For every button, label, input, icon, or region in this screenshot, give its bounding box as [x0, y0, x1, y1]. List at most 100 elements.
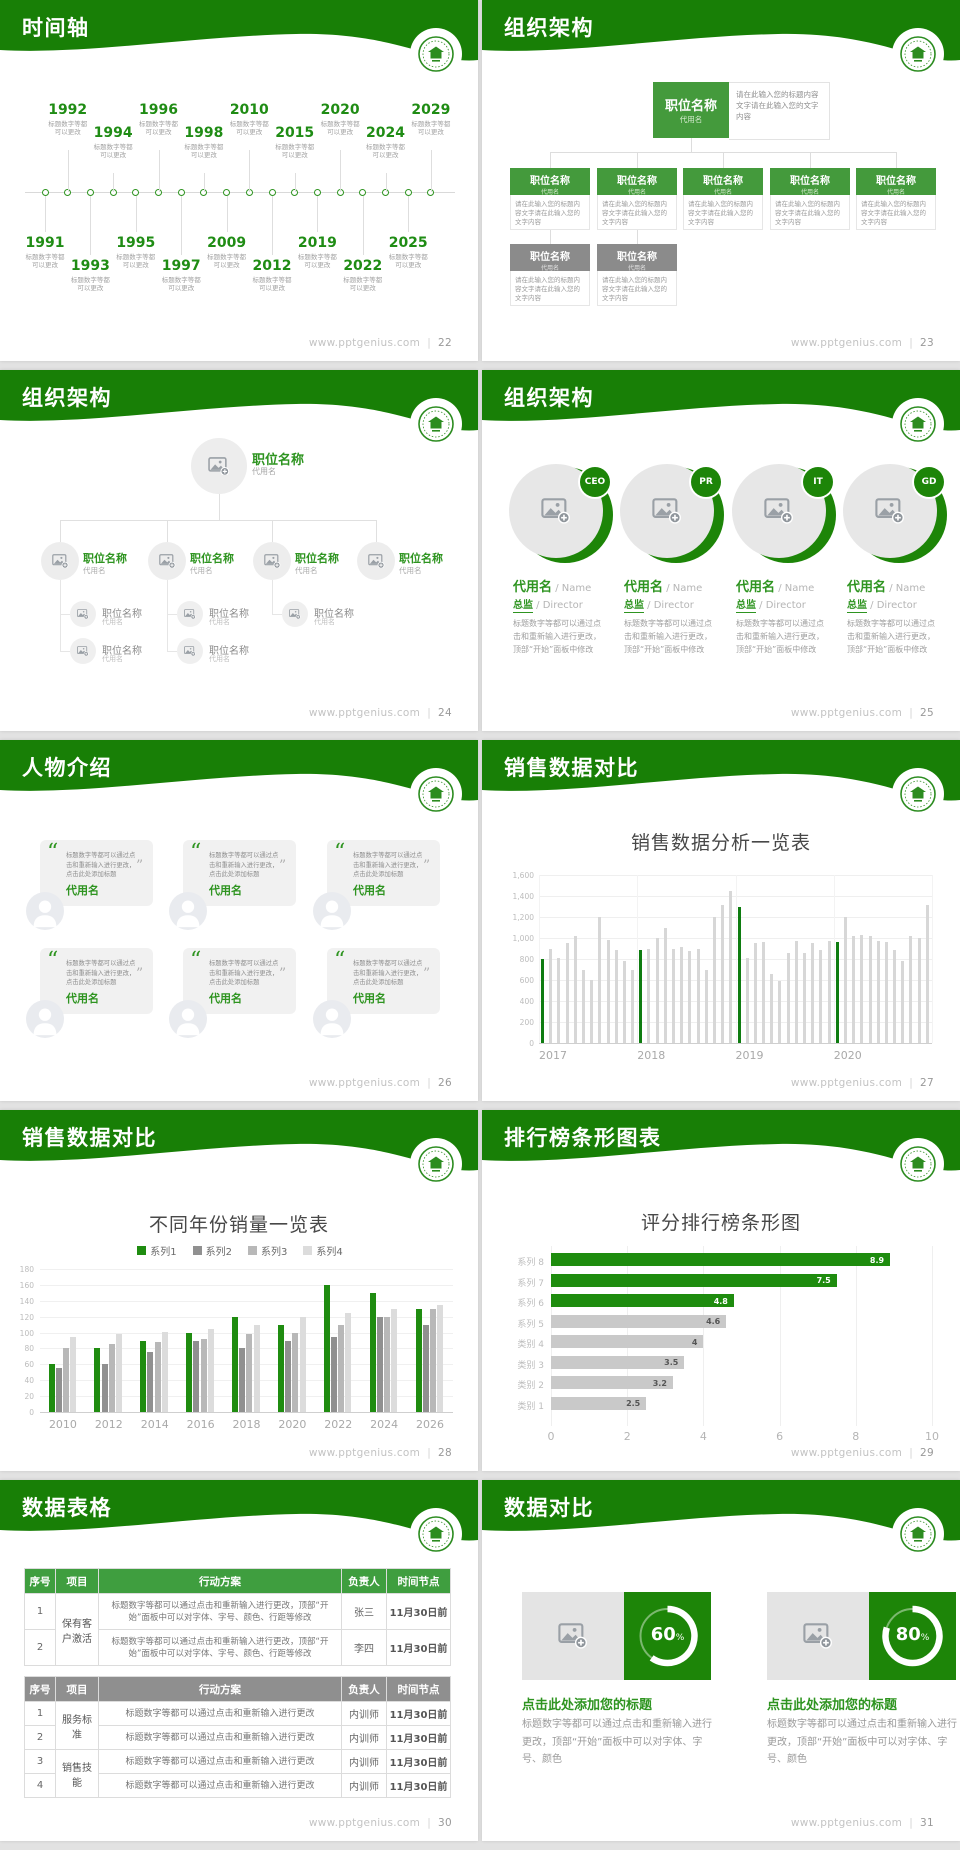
timeline-item-bottom: 2012 标题数字等都 可以更改 [241, 258, 303, 292]
slide-thumbnail-29[interactable]: 排行榜条形图表 评分排行榜条形图 0 2 4 6 8 10 系列 8 8.9 系列 7 7.5 系列 … [482, 1110, 960, 1471]
bar [737, 906, 741, 1043]
bar [581, 969, 585, 1043]
cell-project: 服务标准 [55, 1701, 99, 1750]
org-connector [167, 651, 177, 652]
cell-owner: 李四 [341, 1629, 387, 1666]
slide-thumbnail-30[interactable]: 数据表格 序号 项目 行动方案 负责人 时间节点 1 保有客户激活 标题数字等都可以通过点击和… [0, 1480, 478, 1841]
person-quote-card: “ 标题数字等都可以通过点击和重新输入进行更改，点击此处添加标题” 代用名 [327, 840, 440, 906]
slide-thumbnail-31[interactable]: 数据对比 60% 点击此处添加您的标题 标题数字等都可以通过点击和重新输入进行更改，… [482, 1480, 960, 1841]
org-grandchild-photo [177, 638, 203, 664]
slide-header: 时间轴 [0, 0, 478, 80]
image-placeholder-icon [184, 608, 196, 620]
org-grandchild-subtitle: 代用名 [102, 655, 123, 663]
footer-page-number: 26 [438, 1077, 452, 1089]
person-avatar [313, 1000, 351, 1038]
org-child-title: 职位名称 [399, 552, 443, 565]
y-axis-tick-label: 140 [19, 1296, 34, 1306]
bar [186, 1332, 193, 1412]
bar [246, 1334, 253, 1412]
y-axis-tick-label: 180 [19, 1265, 34, 1274]
chart-title: 评分排行榜条形图 [640, 1212, 801, 1234]
school-seal-logo [409, 397, 463, 451]
bar [819, 949, 823, 1043]
director-name-cn: 代用名 [624, 580, 664, 595]
quote-text: 标题数字等都可以通过点击和重新输入进行更改，点击此处添加标题 [353, 852, 423, 878]
timeline-year: 1996 [139, 102, 178, 118]
director-role-cn: 总监 [847, 600, 867, 613]
slide-thumbnail-28[interactable]: 销售数据对比 不同年份销量一览表 系列1 系列2 系列3 系列4 0 20 40 60 80 100… [0, 1110, 478, 1471]
x-axis-tick-label: 2 [623, 1430, 631, 1443]
org-connector [637, 230, 638, 244]
org-connector [637, 152, 638, 168]
person-name: 代用名 [209, 884, 242, 897]
school-seal-logo [409, 27, 463, 81]
org-child-photo [357, 542, 395, 580]
bar [835, 942, 839, 1043]
slide-thumbnail-24[interactable]: 组织架构 职位名称 代用名 职位名称 代用名 职位名称 代用名 职位名称 代用名 职位名称 代用名… [0, 370, 478, 731]
org-connector [60, 651, 70, 652]
gridline-h [40, 1332, 453, 1334]
timeline-caption-line: 可以更改 [395, 261, 422, 269]
timeline-caption-line: 可以更改 [281, 151, 308, 159]
timeline-caption-line: 标题数字等都 [25, 253, 65, 261]
slide-thumbnail-27[interactable]: 销售数据对比 销售数据分析一览表 0 200 400 600 800 1,000 1,200 1… [482, 740, 960, 1101]
timeline-tick [158, 150, 160, 192]
timeline-item-bottom: 1995 标题数字等都 可以更改 [105, 235, 167, 269]
slide-body: 评分排行榜条形图 0 2 4 6 8 10 系列 8 8.9 系列 7 7.5 系列 6 4.8 系列 5… [482, 1110, 960, 1471]
slide-header: 组织架构 [482, 0, 960, 80]
category-label: 类别 3 [517, 1360, 544, 1371]
slide-thumbnail-22[interactable]: 时间轴 1992 标题数字等都 可以更改 1994 标题数字等都 可以更改 1996 标题数字… [0, 0, 478, 361]
slide-header: 销售数据对比 [482, 740, 960, 820]
org-node-title: 职位名称 [530, 252, 570, 263]
header-curve-shape [482, 370, 960, 431]
timeline-caption-line: 可以更改 [32, 261, 58, 269]
x-axis-tick-label: 2010 [48, 1418, 77, 1431]
timeline-year: 1997 [161, 258, 201, 274]
timeline-caption-line: 可以更改 [122, 261, 149, 269]
compare-image-placeholder [522, 1592, 624, 1680]
footer-separator: | [909, 337, 914, 349]
slide-header: 人物介绍 [0, 740, 478, 820]
org-grandchild-subtitle: 代用名 [102, 618, 123, 626]
open-quote-icon: “ [334, 840, 346, 865]
org-node-title: 职位名称 [876, 176, 916, 187]
bar [277, 1324, 284, 1412]
image-placeholder-icon [541, 498, 570, 524]
timeline-tick [135, 196, 137, 232]
quote-text: 标题数字等都可以通过点击和重新输入进行更改，点击此处添加标题 [66, 852, 136, 878]
org-node-desc: 请在此输入您的标题内容文字请在此输入您的文字内容 [602, 200, 667, 226]
bar [551, 1355, 685, 1369]
timeline-item-top: 2010 标题数字等都 可以更改 [218, 102, 280, 136]
bar [193, 1340, 200, 1412]
slide-body: “标题数字等都可以通过点击和重新输入进行更改，点击此处添加标题” 代用名 “标题数字… [0, 740, 478, 1101]
org-grandchild-photo [177, 601, 203, 627]
x-axis-tick-label: 2018 [232, 1418, 261, 1431]
slide-header: 数据表格 [0, 1480, 478, 1560]
timeline-caption-line: 可以更改 [145, 128, 172, 136]
gridline-h [539, 1043, 932, 1044]
footer-separator: | [427, 337, 432, 349]
compare-card-body: 标题数字等都可以通过点击和重新输入进行更改，顶部“开始”面板中可以对字体、字号、… [522, 1719, 712, 1765]
timeline-caption-line: 可以更改 [213, 261, 240, 269]
footer-page-number: 30 [438, 1817, 452, 1829]
timeline-item-bottom: 1997 标题数字等都 可以更改 [150, 258, 212, 292]
footer-separator: | [427, 1447, 432, 1459]
y-axis-tick-label: 600 [519, 976, 534, 985]
quote-text: 标题数字等都可以通过点击和重新输入进行更改，点击此处添加标题 [66, 960, 136, 986]
timeline-caption-line: 可以更改 [77, 284, 104, 292]
org-connector [60, 520, 377, 521]
bar [917, 938, 921, 1043]
slide-footer: www.pptgenius.com | 27 [791, 1077, 934, 1089]
y-axis-tick-label: 400 [519, 997, 534, 1006]
school-seal-logo [891, 1507, 945, 1561]
bar [614, 949, 618, 1043]
bar-value-label: 4 [691, 1337, 698, 1347]
person-avatar-icon [313, 1000, 351, 1038]
person-avatar-icon [313, 892, 351, 930]
director-role-cn: 总监 [513, 600, 533, 613]
slide-thumbnail-25[interactable]: 组织架构 CEO 代用名 / Name 总监 / Director 标题数字等都可以通… [482, 370, 960, 731]
slide-thumbnail-23[interactable]: 组织架构 职位名称 代用名 请在此输入您的标题内容文字请在此输入您的文字内容 职位名称… [482, 0, 960, 361]
data-table: 序号 项目 行动方案 负责人 时间节点 1 服务标准 标题数字等都可以通过点击和重新输入进行更… [24, 1676, 451, 1798]
timeline-tick [113, 173, 115, 192]
slide-thumbnail-26[interactable]: 人物介绍 “标题数字等都可以通过点击和重新输入进行更改，点击此处添加标题” 代用名… [0, 740, 478, 1101]
